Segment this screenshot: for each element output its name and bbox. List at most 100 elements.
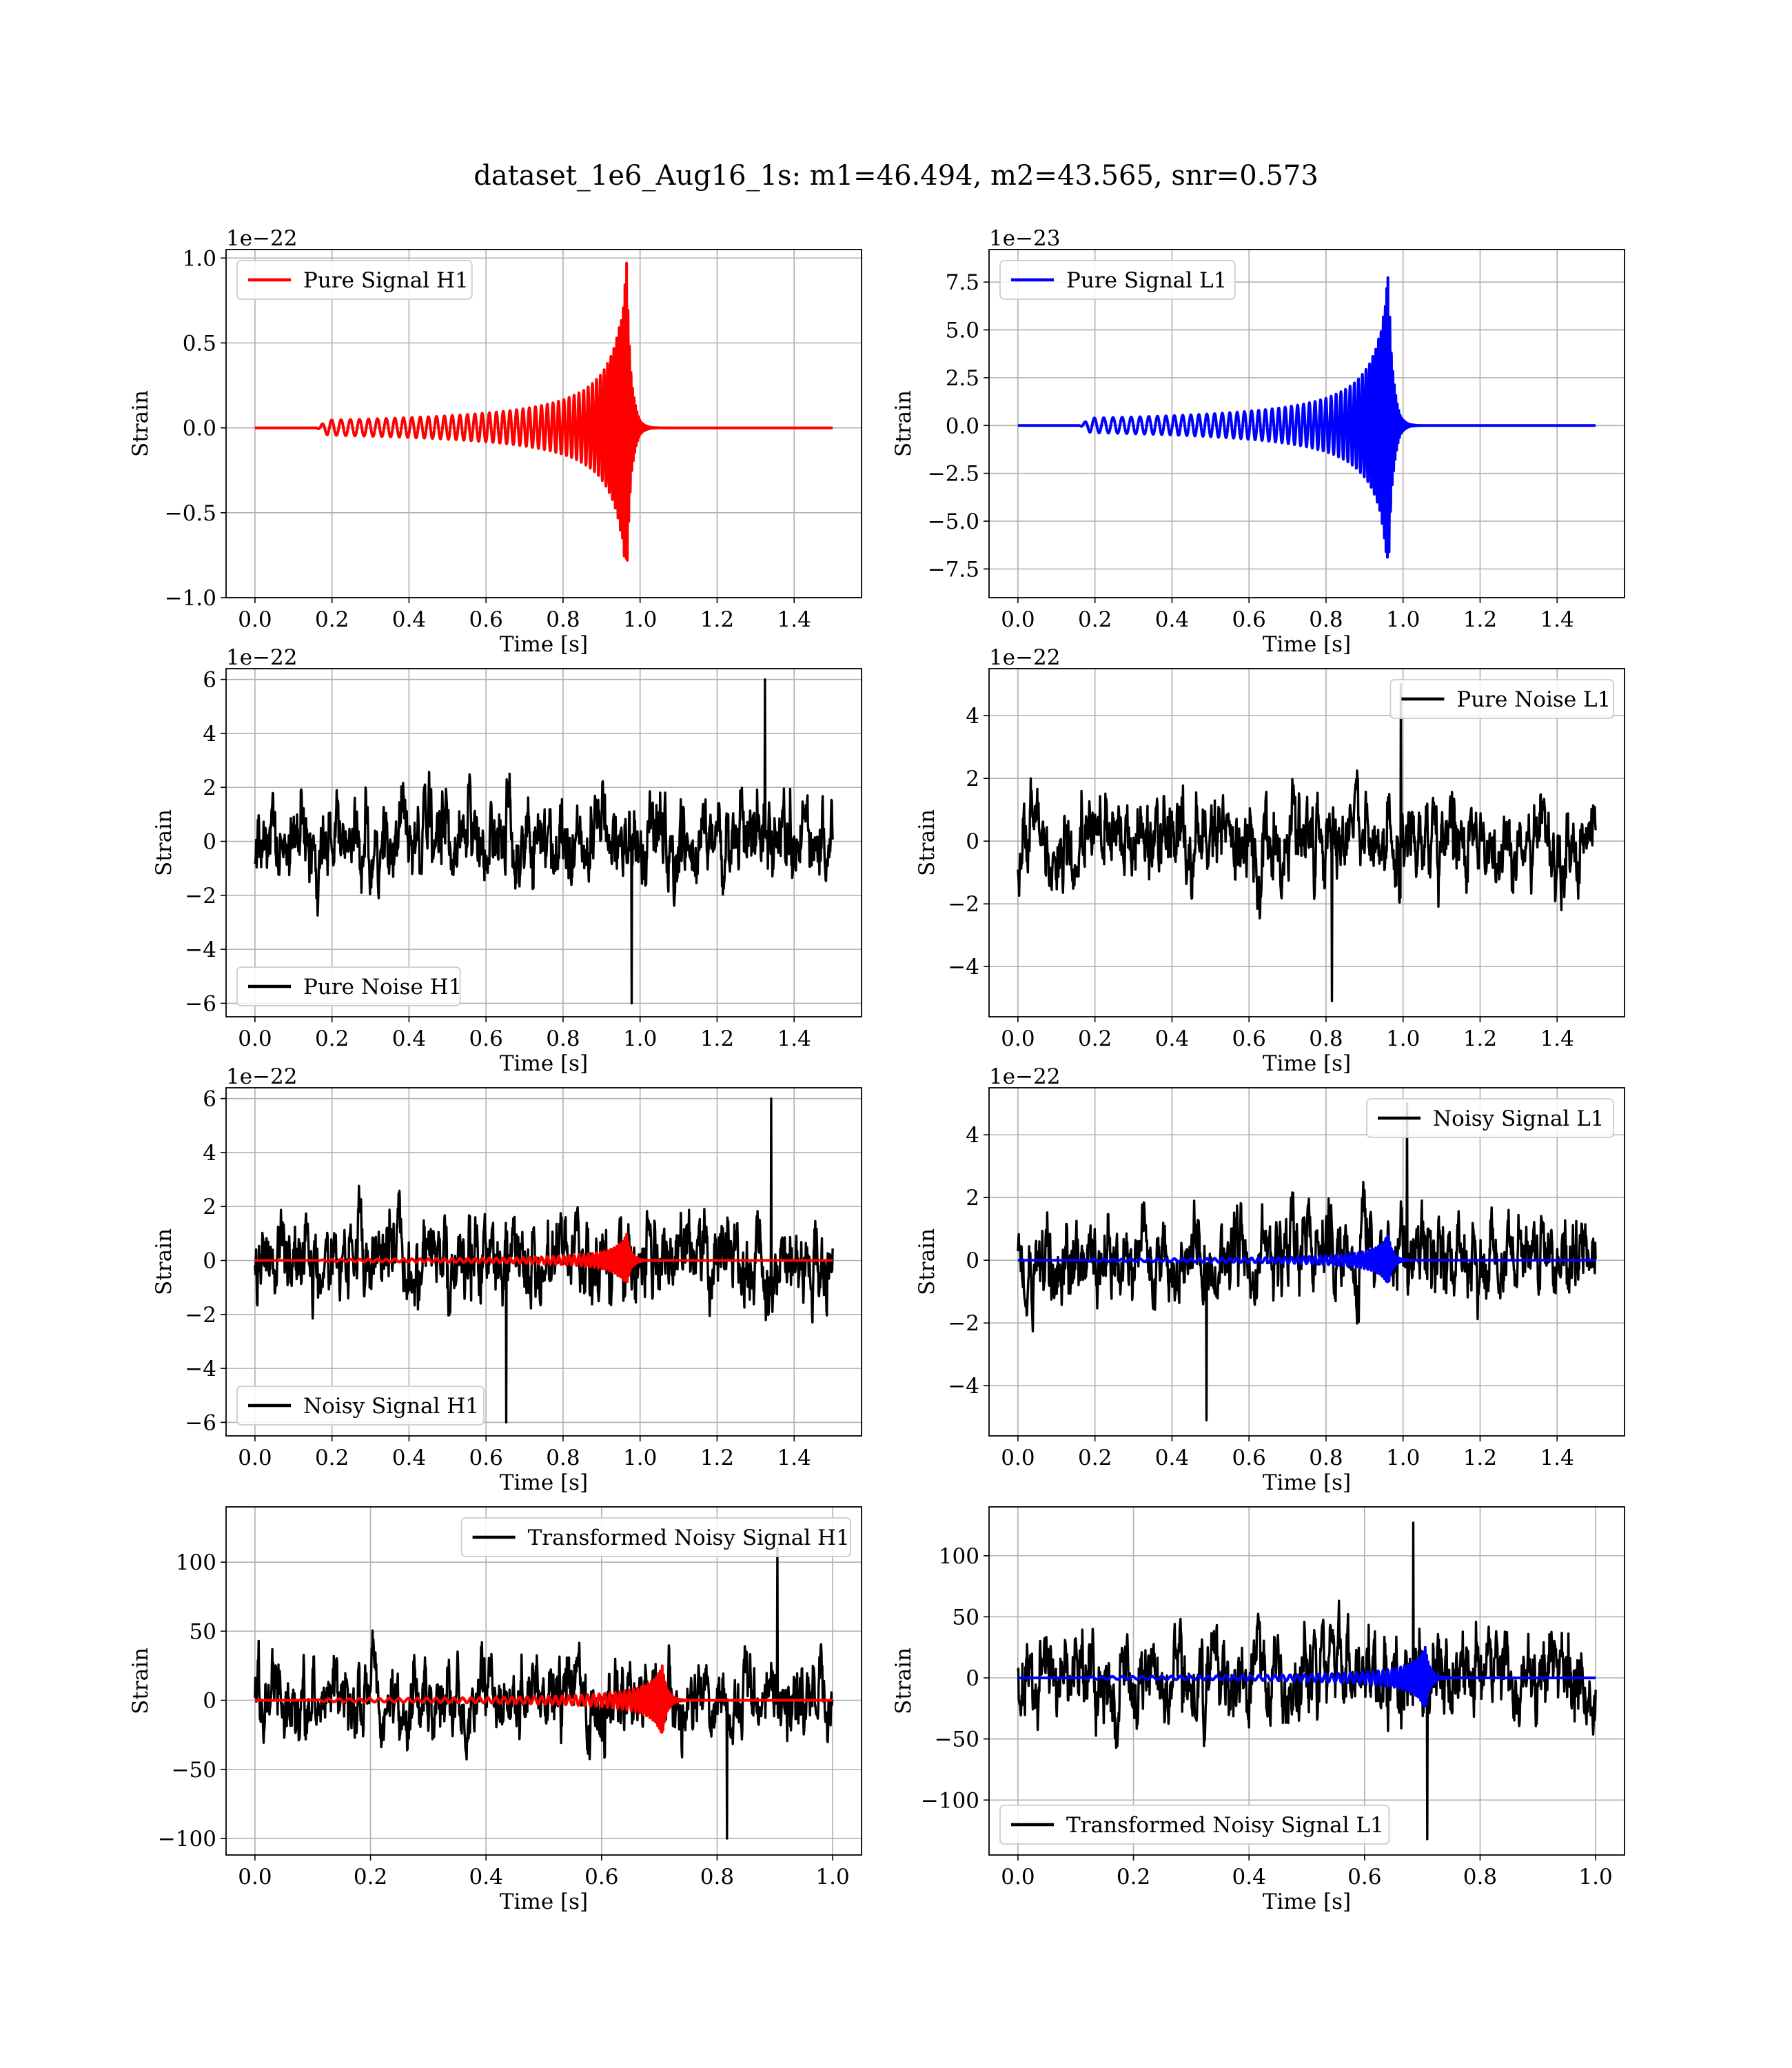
legend: Transformed Noisy Signal L1 [999, 1805, 1390, 1845]
y-tick-label: −100 [921, 1788, 979, 1813]
x-tick-label: 0.6 [1232, 1026, 1266, 1051]
legend-label: Noisy Signal H1 [303, 1394, 479, 1419]
x-tick-label: 1.2 [700, 1026, 734, 1051]
legend-box [1389, 679, 1614, 719]
series-line-pure-noise-h1 [254, 678, 834, 1005]
x-tick-label: 0.2 [1117, 1865, 1150, 1889]
x-tick-label: 0.4 [1155, 1026, 1189, 1051]
y-tick-label: −100 [158, 1827, 216, 1852]
y-tick-label: −1.0 [165, 586, 216, 611]
y-tick-label: −4 [185, 1357, 216, 1381]
y-tick-label: 6 [203, 668, 216, 693]
y-axis-label: Strain [128, 390, 153, 457]
x-axis-label: Time [s] [500, 1889, 588, 1914]
figure-title: dataset_1e6_Aug16_1s: m1=46.494, m2=43.5… [474, 160, 1318, 192]
y-axis-label: Strain [915, 1228, 939, 1295]
y-tick-label: −4 [185, 937, 216, 962]
x-tick-label: 0.6 [469, 607, 503, 632]
y-tick-label: 0 [966, 1666, 979, 1691]
legend-box [236, 966, 461, 1006]
y-tick-label: 0.0 [946, 414, 979, 438]
x-tick-label: 0.0 [1001, 607, 1035, 632]
legend-label: Pure Noise L1 [1456, 687, 1611, 712]
series-line-pure-signal-h1 [254, 261, 834, 562]
x-axis-label: Time [s] [1263, 1889, 1351, 1914]
x-axis-label: Time [s] [500, 632, 588, 657]
x-tick-label: 0.6 [1347, 1865, 1381, 1889]
x-tick-label: 1.4 [1540, 1026, 1574, 1051]
y-tick-label: −0.5 [165, 501, 216, 526]
x-tick-label: 0.4 [1232, 1865, 1266, 1889]
y-axis-label: Strain [891, 390, 916, 457]
axes-frame [225, 668, 862, 1017]
x-tick-label: 0.4 [392, 1446, 426, 1470]
y-axis-label: Strain [915, 809, 939, 876]
series-line-transformed-noisy-signal-h1 [254, 1547, 834, 1840]
y-axis-label: Strain [891, 1648, 916, 1714]
x-tick-label: 0.2 [354, 1865, 387, 1889]
y-tick-label: −6 [185, 991, 216, 1016]
x-tick-label: 0.4 [392, 1026, 426, 1051]
x-tick-label: 0.0 [238, 1865, 272, 1889]
y-tick-label: 50 [953, 1605, 979, 1630]
x-tick-label: 1.0 [623, 1026, 657, 1051]
axes-frame [225, 1087, 862, 1437]
y-tick-label: 0 [966, 1248, 979, 1273]
x-tick-label: 0.4 [1155, 1446, 1189, 1470]
x-tick-label: 0.0 [238, 1446, 272, 1470]
x-tick-label: 1.4 [777, 1026, 811, 1051]
legend-box [1366, 1098, 1614, 1138]
x-tick-label: 1.4 [777, 607, 811, 632]
x-tick-label: 0.8 [1309, 607, 1343, 632]
y-tick-label: 2 [966, 1186, 979, 1210]
subplot-h1_pure_noise: 0.0 0.2 0.4 0.6 0.8 1.0 1.2 1.4 −6 −4 −2 0 2 4 6 Time [… [152, 645, 862, 1076]
series-line-transformed-noisy-signal-l1 [1017, 1521, 1597, 1841]
x-tick-label: 1.2 [1463, 607, 1497, 632]
x-tick-label: 0.0 [1001, 1865, 1035, 1889]
y-tick-label: 0 [203, 830, 216, 855]
x-axis-label: Time [s] [1263, 1051, 1351, 1076]
series-line-overlay-1 [254, 1233, 834, 1284]
legend: Pure Signal L1 [999, 260, 1236, 300]
x-tick-label: 0.8 [1309, 1026, 1343, 1051]
y-tick-label: 5.0 [946, 318, 979, 343]
x-axis-label: Time [s] [500, 1470, 588, 1495]
y-tick-label: 2 [966, 767, 979, 791]
subplot-l1_transformed: 0.0 0.2 0.4 0.6 0.8 1.0 −100 −50 0 50 100 Time [s] S… [891, 1506, 1625, 1914]
legend: Pure Signal H1 [236, 260, 473, 300]
x-tick-label: 0.8 [1309, 1446, 1343, 1470]
x-tick-label: 0.0 [1001, 1026, 1035, 1051]
x-tick-label: 0.8 [700, 1865, 734, 1889]
x-tick-label: 0.6 [1232, 607, 1266, 632]
legend: Pure Noise L1 [1389, 679, 1614, 719]
y-tick-label: −2 [185, 1303, 216, 1328]
x-tick-label: 0.2 [315, 1446, 349, 1470]
x-tick-label: 0.8 [546, 1026, 580, 1051]
axes-frame [988, 1087, 1625, 1437]
x-tick-label: 1.2 [700, 1446, 734, 1470]
y-tick-label: −7.5 [928, 557, 979, 582]
y-tick-label: 4 [203, 722, 216, 747]
subplot-h1_noisy_signal: 0.0 0.2 0.4 0.6 0.8 1.0 1.2 1.4 −6 −4 −2 0 2 4 6 Time [… [152, 1064, 862, 1495]
y-tick-label: −2 [948, 1311, 979, 1336]
y-tick-label: 2.5 [946, 366, 979, 391]
legend-label: Pure Signal H1 [303, 268, 469, 293]
series-line-overlay-1 [1017, 1645, 1597, 1707]
y-tick-label: 2 [203, 1195, 216, 1219]
axis-offset-text: 1e−22 [226, 1064, 298, 1089]
axis-offset-text: 1e−22 [989, 1064, 1061, 1089]
legend-box [999, 1805, 1390, 1845]
legend-box [460, 1517, 851, 1557]
y-tick-label: −4 [948, 955, 979, 980]
x-tick-label: 0.2 [1078, 1026, 1112, 1051]
x-tick-label: 0.2 [1078, 1446, 1112, 1470]
x-tick-label: 0.6 [1232, 1446, 1266, 1470]
axes-frame [225, 249, 862, 598]
legend: Noisy Signal H1 [236, 1386, 485, 1426]
y-tick-label: 6 [203, 1087, 216, 1112]
subplot-h1_pure_signal: 0.0 0.2 0.4 0.6 0.8 1.0 1.2 1.4 −1.0 −0.5 0.0 0.5 1.… [128, 226, 862, 657]
series-line-overlay-1 [1017, 1235, 1597, 1284]
subplot-grid: 0.0 0.2 0.4 0.6 0.8 1.0 1.2 1.4 −1.0 −0.5 0.0 0.5 1.… [128, 226, 1625, 1914]
x-tick-label: 1.0 [623, 1446, 657, 1470]
x-tick-label: 0.2 [315, 1026, 349, 1051]
